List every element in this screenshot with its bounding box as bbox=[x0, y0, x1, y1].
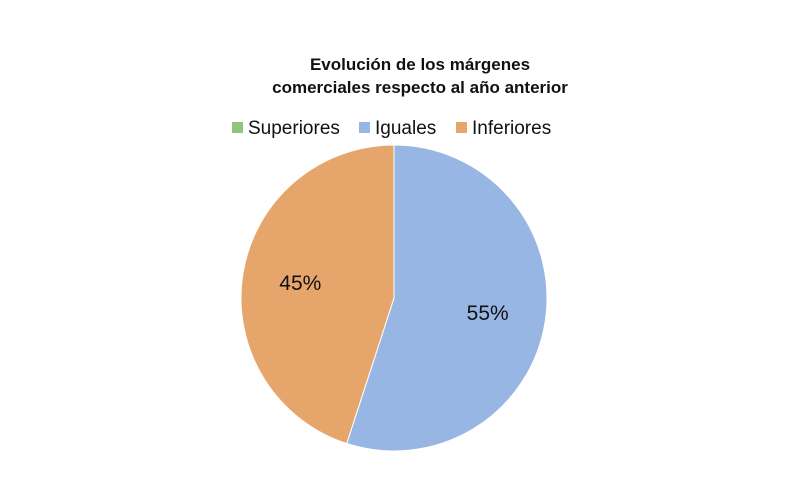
chart-title-line-1: Evolución de los márgenes bbox=[310, 55, 530, 74]
legend-label-inferiores: Inferiores bbox=[472, 118, 551, 139]
chart-title-line-2: comerciales respecto al año anterior bbox=[272, 78, 568, 97]
legend-label-superiores: Superiores bbox=[248, 118, 340, 139]
pie-slice-inferiores bbox=[240, 144, 395, 445]
chart-title: Evolución de los márgenes comerciales re… bbox=[272, 55, 568, 97]
slice-label-iguales: 55% bbox=[467, 302, 509, 325]
pie-slices bbox=[240, 144, 548, 452]
legend-swatch-inferiores bbox=[456, 122, 467, 133]
slice-labels: 55% 45% bbox=[279, 272, 508, 325]
legend-label-iguales: Iguales bbox=[375, 118, 436, 139]
legend: Superiores Iguales Inferiores bbox=[232, 118, 551, 139]
slice-label-inferiores: 45% bbox=[279, 272, 321, 295]
legend-swatch-superiores bbox=[232, 122, 243, 133]
legend-swatch-iguales bbox=[359, 122, 370, 133]
pie-slice-iguales bbox=[346, 144, 548, 452]
